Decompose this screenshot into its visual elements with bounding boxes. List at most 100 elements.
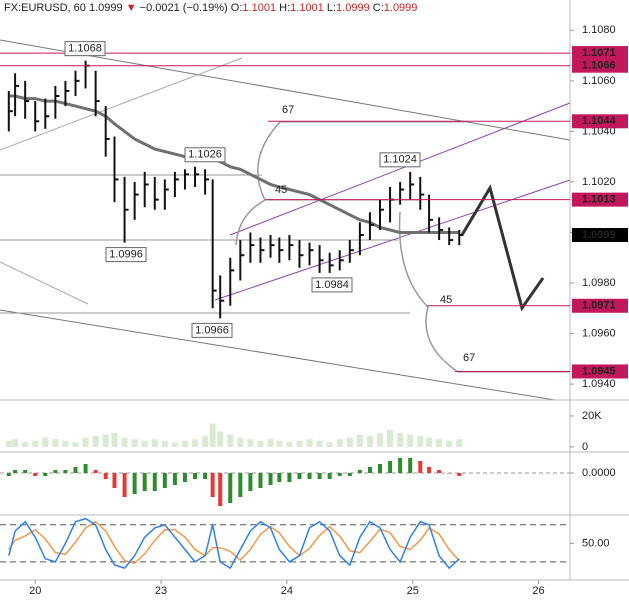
annotation-label: 1.1026 bbox=[188, 149, 222, 161]
macd-bar bbox=[357, 470, 362, 473]
macd-bar bbox=[43, 473, 48, 476]
x-tick-label: 24 bbox=[281, 585, 293, 597]
macd-bar bbox=[408, 458, 413, 473]
volume-bar bbox=[22, 442, 29, 447]
x-tick-label: 20 bbox=[29, 585, 41, 597]
macd-bar bbox=[388, 461, 393, 473]
volume-bar bbox=[407, 434, 414, 447]
volume-bar bbox=[286, 442, 293, 447]
macd-bar bbox=[182, 473, 187, 482]
y-tick-label: 1.0980 bbox=[582, 277, 616, 289]
x-tick-label: 23 bbox=[155, 585, 167, 597]
level-label: 1.0971 bbox=[582, 300, 616, 312]
macd-bar bbox=[53, 470, 58, 473]
level-label: 1.1013 bbox=[582, 194, 616, 206]
macd-bar bbox=[427, 467, 432, 473]
macd-bar bbox=[6, 473, 11, 476]
volume-bar bbox=[12, 439, 19, 447]
macd-bar bbox=[437, 470, 442, 473]
macd-bar bbox=[297, 473, 302, 479]
field-key: H: bbox=[279, 2, 290, 14]
channel-line bbox=[229, 102, 571, 236]
macd-bar bbox=[287, 473, 292, 482]
x-tick-label: 25 bbox=[407, 585, 419, 597]
volume-bar bbox=[82, 437, 89, 447]
x-tick-label: 26 bbox=[532, 585, 544, 597]
volume-bar bbox=[92, 436, 99, 447]
volume-bar bbox=[456, 439, 463, 447]
macd-bar bbox=[122, 473, 127, 497]
symbol: FX:EURUSD, 60 bbox=[4, 2, 86, 14]
volume-bar bbox=[366, 436, 373, 447]
macd-bar bbox=[258, 473, 263, 488]
volume-bar bbox=[267, 439, 274, 447]
volume-bar bbox=[52, 439, 59, 447]
macd-bar bbox=[367, 467, 372, 473]
volume-bar bbox=[5, 440, 12, 447]
volume-bar bbox=[161, 440, 168, 447]
trend-line bbox=[0, 39, 571, 141]
level-label: 1.0945 bbox=[582, 365, 616, 377]
trend-line bbox=[0, 261, 89, 305]
field-value: 1.1001 bbox=[290, 2, 324, 14]
volume-bar bbox=[141, 440, 148, 447]
y-tick-label: 20K bbox=[582, 410, 602, 422]
macd-bar bbox=[112, 473, 117, 488]
volume-bar bbox=[209, 423, 216, 447]
volume-bar bbox=[436, 439, 443, 447]
macd-bar bbox=[457, 473, 462, 476]
macd-bar bbox=[162, 473, 167, 488]
macd-bar bbox=[23, 470, 28, 473]
level-label: 1.1044 bbox=[582, 115, 617, 127]
volume-bar bbox=[377, 432, 383, 447]
field-key: C: bbox=[373, 2, 384, 14]
level-box bbox=[572, 298, 628, 313]
level-label: 1.1066 bbox=[582, 60, 616, 72]
volume-bar bbox=[192, 439, 199, 447]
macd-bar bbox=[228, 473, 233, 503]
field-key: L: bbox=[327, 2, 336, 14]
volume-bar bbox=[72, 442, 79, 447]
fib-arc bbox=[398, 211, 459, 373]
volume-bar bbox=[151, 439, 158, 447]
volume-bar bbox=[237, 437, 244, 447]
macd-bar bbox=[307, 473, 312, 479]
volume-bar bbox=[131, 439, 138, 447]
level-box bbox=[572, 364, 628, 379]
field-value: 1.0999 bbox=[384, 2, 418, 14]
volume-bar bbox=[446, 440, 453, 447]
volume-bar bbox=[306, 439, 313, 447]
annotation-box bbox=[184, 147, 226, 163]
macd-bar bbox=[327, 473, 332, 479]
volume-bar bbox=[336, 439, 343, 447]
annotation-box bbox=[64, 41, 106, 57]
annotation-box bbox=[311, 277, 353, 293]
last-price: 1.0999 bbox=[89, 2, 123, 14]
macd-bar bbox=[83, 464, 88, 473]
y-tick-label: 1.0940 bbox=[582, 378, 616, 390]
annotation-box bbox=[379, 152, 421, 168]
level-box bbox=[572, 46, 628, 61]
annotation-label: 1.0984 bbox=[315, 279, 349, 291]
moving-average bbox=[8, 94, 460, 234]
macd-bar bbox=[172, 473, 177, 485]
fib-arc bbox=[235, 121, 281, 246]
level-box bbox=[572, 192, 628, 207]
header: FX:EURUSD, 60 1.0999 ▼ −0.0021 (−0.19%) … bbox=[4, 2, 417, 14]
macd-bar bbox=[248, 473, 253, 491]
stoch-k bbox=[8, 517, 460, 570]
change-arrow: ▼ bbox=[126, 2, 137, 14]
fib-label: 45 bbox=[275, 184, 287, 196]
y-tick-label: 1.1040 bbox=[582, 125, 616, 137]
macd-bar bbox=[418, 461, 423, 473]
macd-bar bbox=[142, 473, 147, 491]
y-tick-label: 1.0960 bbox=[582, 327, 616, 339]
macd-bar bbox=[132, 473, 137, 494]
volume-bar bbox=[326, 442, 333, 447]
macd-bar bbox=[268, 473, 273, 485]
macd-bar bbox=[447, 473, 452, 474]
y-tick-label: 1.1020 bbox=[582, 176, 616, 188]
macd-bar bbox=[152, 473, 157, 491]
